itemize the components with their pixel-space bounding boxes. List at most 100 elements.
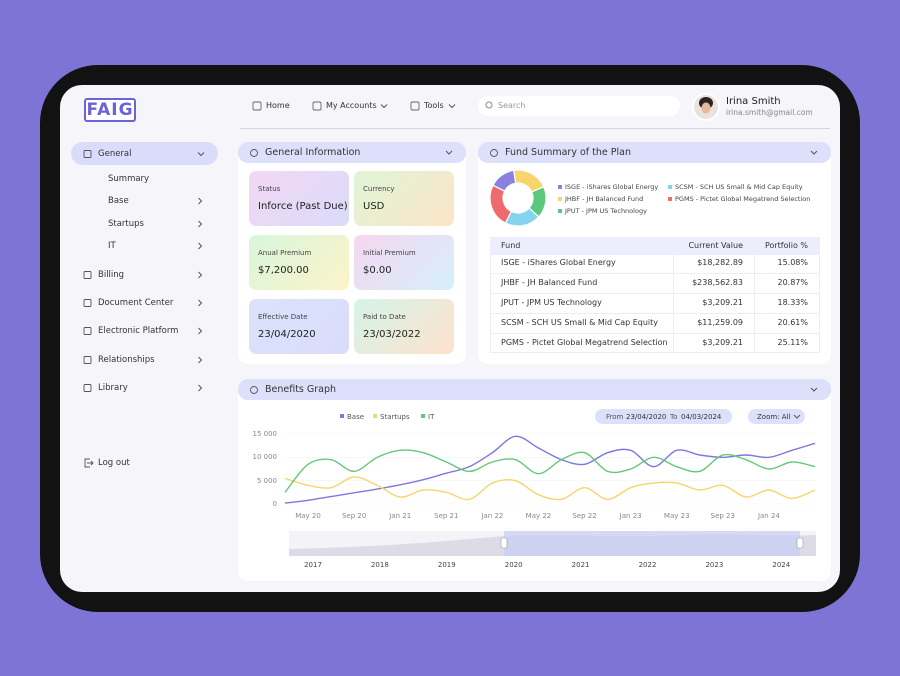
nav-item[interactable]: Home [266, 101, 290, 110]
table-row-line [490, 333, 820, 334]
legend-label: Base [347, 412, 365, 421]
navigator-year: 2018 [370, 561, 389, 569]
table-row-line [490, 293, 820, 294]
sidebar-item[interactable]: Billing [98, 270, 125, 280]
benefits-card-header[interactable] [238, 379, 831, 400]
table-cell: $18,282.89 [697, 258, 743, 267]
sidebar-subitem[interactable]: IT [108, 241, 116, 251]
sidebar-item[interactable]: Document Center [98, 298, 174, 308]
x-tick-label: May 22 [525, 512, 552, 520]
legend-label: Startups [380, 412, 410, 421]
table-row-line [490, 273, 820, 274]
x-tick-label: Jan 22 [481, 512, 504, 520]
logo: FAIG [86, 100, 134, 120]
navigator-year: 2017 [304, 561, 322, 569]
table-column: Current Value [688, 241, 743, 250]
sidebar-subitem[interactable]: Base [108, 196, 129, 206]
table-cell: PGMS - Pictet Global Megatrend Selection [501, 338, 668, 347]
table-header [490, 237, 820, 255]
sidebar-item[interactable]: Library [98, 383, 128, 393]
info-tile [354, 299, 454, 354]
legend-label: JPUT - JPM US Technology [565, 207, 647, 215]
general-information-card-header[interactable] [238, 142, 466, 163]
card-title: General Information [265, 147, 361, 158]
user-email: irina.smith@gmail.com [726, 108, 813, 117]
zoom-label: Zoom: All [757, 412, 791, 421]
info-tile [249, 235, 349, 290]
table-col-line [673, 255, 674, 353]
search-placeholder: Search [498, 101, 526, 110]
info-label: Currency [363, 185, 395, 193]
sidebar-item[interactable]: Relationships [98, 355, 155, 365]
sidebar-subitem[interactable]: Summary [108, 174, 150, 184]
logout[interactable]: Log out [98, 458, 130, 468]
navigator-year: 2023 [705, 561, 724, 569]
range-label: From [606, 412, 624, 421]
table-cell: JPUT - JPM US Technology [501, 298, 602, 307]
info-label: Anual Premium [258, 249, 312, 257]
navigator-year: 2024 [772, 561, 791, 569]
info-tile [249, 171, 349, 226]
sidebar-item[interactable]: Electronic Platform [98, 326, 179, 336]
info-tile [354, 171, 454, 226]
range-label: To [670, 412, 678, 421]
range-date: 23/04/2020 [626, 412, 667, 421]
sidebar-subitem[interactable]: Startups [108, 219, 144, 229]
table-cell: SCSM - SCH US Small & Mid Cap Equity [501, 318, 659, 327]
legend-label: SCSM - SCH US Small & Mid Cap Equity [675, 183, 803, 191]
table-cell: JHBF - JH Balanced Fund [501, 278, 598, 287]
benefits-card [238, 379, 831, 581]
legend-label: ISGE - iShares Global Energy [565, 183, 659, 191]
info-value: USD [363, 201, 385, 212]
logo-box [84, 98, 136, 122]
info-value: $0.00 [363, 265, 392, 276]
table-cell: 15.08% [777, 258, 808, 267]
sidebar-active [71, 142, 218, 165]
fund-summary-card-header[interactable] [478, 142, 831, 163]
info-value: Inforce (Past Due) [258, 201, 348, 212]
y-tick-label: 15 000 [252, 430, 278, 438]
info-label: Status [258, 185, 281, 193]
legend-label: JHBF - JH Balanced Fund [565, 195, 644, 203]
table-cell: 25.11% [777, 338, 808, 347]
zoom[interactable] [748, 409, 805, 424]
info-tile [249, 299, 349, 354]
x-tick-label: Jan 21 [389, 512, 412, 520]
nav-item[interactable]: My Accounts [326, 101, 377, 110]
date-range[interactable] [595, 409, 732, 424]
table-cell: $3,209.21 [702, 338, 743, 347]
table-cell: 20.61% [777, 318, 808, 327]
header-divider [240, 128, 830, 129]
table-cell: 18.33% [777, 298, 808, 307]
info-value: 23/04/2020 [258, 329, 316, 340]
user-name: Irina Smith [726, 96, 781, 107]
table-col-line [754, 255, 755, 353]
table-cell: $11,259.09 [697, 318, 743, 327]
range-date: 04/03/2024 [681, 412, 722, 421]
sidebar-item[interactable]: General [98, 149, 132, 159]
search-box[interactable] [478, 96, 680, 116]
table-cell: ISGE - iShares Global Energy [501, 258, 616, 267]
y-tick-label: 0 [272, 500, 277, 508]
card-title: Benefits Graph [265, 384, 337, 395]
x-tick-label: May 20 [295, 512, 321, 520]
info-value: $7,200.00 [258, 265, 309, 276]
info-value: 23/03/2022 [363, 329, 421, 340]
navigator-year: 2019 [437, 561, 456, 569]
card-title: Fund Summary of the Plan [505, 147, 631, 158]
table-row-line [490, 313, 820, 314]
x-tick-label: Sep 20 [341, 512, 367, 520]
legend-label: PGMS - Pictet Global Megatrend Selection [675, 195, 811, 203]
info-label: Initial Premium [363, 249, 416, 257]
navigator-year: 2022 [638, 561, 657, 569]
x-tick-label: May 23 [663, 512, 690, 520]
table-column: Portfolio % [764, 241, 808, 250]
nav-item[interactable]: Tools [424, 101, 444, 110]
table-cell: 20.87% [777, 278, 808, 287]
legend-label: IT [428, 412, 435, 421]
x-tick-label: Sep 22 [572, 512, 597, 520]
info-tile [354, 235, 454, 290]
x-tick-label: Jan 24 [757, 512, 780, 520]
y-tick-label: 10 000 [252, 453, 278, 462]
table-column: Fund [501, 241, 521, 250]
